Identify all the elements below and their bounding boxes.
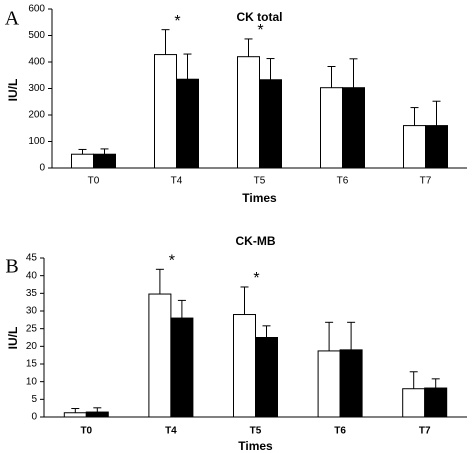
significance-marker: * [253, 270, 259, 287]
significance-marker: * [257, 22, 263, 39]
bar [320, 87, 343, 169]
bar [93, 153, 116, 169]
chart-title: CK total [237, 10, 283, 24]
significance-marker: * [174, 13, 180, 30]
bar [85, 411, 109, 418]
y-tick-label: 5 [31, 394, 37, 405]
y-tick-label: 400 [28, 57, 45, 68]
chart-title: CK-MB [236, 234, 276, 248]
bar [148, 293, 172, 418]
y-tick-label: 40 [26, 270, 38, 281]
bar [259, 79, 282, 169]
y-tick-label: 200 [28, 110, 45, 121]
y-tick-label: 30 [26, 306, 38, 317]
bar [154, 54, 177, 169]
x-tick-label: T4 [165, 426, 177, 437]
y-tick-label: 0 [39, 163, 45, 174]
panel-label: B [5, 256, 18, 278]
y-axis-label: IU/L [6, 327, 20, 350]
bar [342, 87, 365, 169]
bar [425, 125, 448, 169]
y-tick-label: 0 [31, 412, 37, 423]
y-tick-label: 10 [26, 376, 38, 387]
y-tick-label: 25 [26, 323, 38, 334]
x-tick-label: T5 [250, 426, 262, 437]
y-tick-label: 500 [28, 30, 45, 41]
bar [63, 412, 87, 418]
x-axis-label: Times [242, 191, 277, 205]
x-tick-label: T0 [80, 426, 92, 437]
x-tick-label: T7 [419, 426, 431, 437]
significance-marker: * [169, 253, 175, 270]
y-tick-label: 600 [28, 4, 45, 15]
bar [255, 337, 278, 418]
bar [170, 317, 194, 418]
x-tick-label: T6 [334, 426, 346, 437]
x-tick-label: T4 [171, 176, 183, 187]
bar [237, 56, 260, 169]
bar [317, 350, 341, 418]
x-tick-label: T0 [88, 176, 100, 187]
x-tick-label: T5 [254, 176, 266, 187]
x-tick-label: T7 [420, 176, 432, 187]
x-axis-label: Times [238, 439, 273, 453]
y-tick-label: 45 [26, 253, 38, 264]
bar [176, 78, 199, 169]
bar [403, 125, 426, 169]
y-axis-label: IU/L [6, 79, 20, 102]
y-tick-label: 15 [26, 359, 38, 370]
bar [402, 388, 426, 418]
y-tick-label: 300 [28, 83, 45, 94]
bar [233, 314, 256, 418]
bar [339, 349, 363, 418]
y-tick-label: 100 [28, 136, 45, 147]
y-tick-label: 20 [26, 341, 38, 352]
y-tick-label: 35 [26, 288, 38, 299]
x-tick-label: T6 [337, 176, 349, 187]
bar [71, 153, 94, 169]
bar [424, 387, 448, 418]
panel-label: A [5, 8, 20, 30]
